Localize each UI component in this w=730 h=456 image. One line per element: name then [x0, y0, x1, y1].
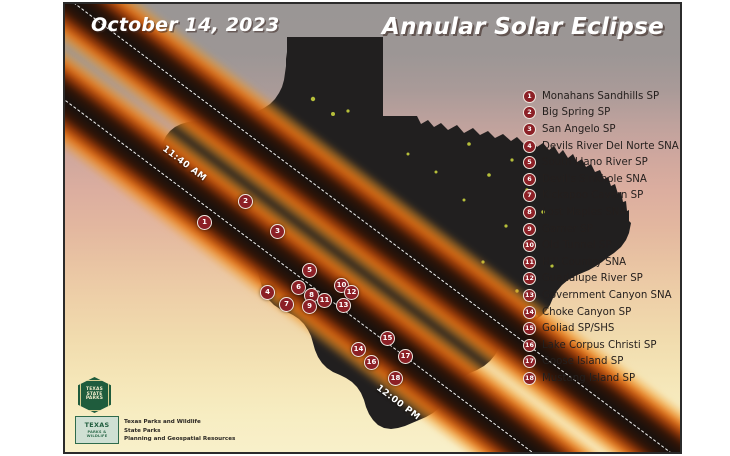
map-marker[interactable]: 18 [388, 371, 403, 386]
legend-item[interactable]: 14 Choke Canyon SP [523, 304, 680, 321]
legend-marker: 11 [523, 255, 536, 269]
map-marker[interactable]: 15 [380, 331, 395, 346]
legend-marker: 9 [523, 222, 536, 236]
map-marker[interactable]: 17 [398, 349, 413, 364]
legend-marker: 5 [523, 156, 536, 170]
legend-item[interactable]: 2 Big Spring SP [523, 105, 680, 122]
map-marker[interactable]: 13 [336, 298, 351, 313]
legend-item[interactable]: 10 Old Tunnel SP [523, 237, 680, 254]
hex-logo-line-3: PARKS [85, 396, 104, 402]
legend-item[interactable]: 13 Government Canyon SNA [523, 287, 680, 304]
legend-item[interactable]: 3 San Angelo SP [523, 121, 680, 138]
legend-item[interactable]: 7 Kickapoo Cavern SP [523, 188, 680, 205]
map-marker[interactable]: 12 [344, 285, 359, 300]
texas-state-parks-logo: TEXAS STATE PARKS [78, 377, 111, 413]
legend-marker: 4 [523, 139, 536, 153]
legend-label: Old Tunnel SP [542, 240, 612, 252]
legend-marker: 14 [523, 305, 536, 319]
legend-label: San Angelo SP [542, 123, 616, 135]
legend-item[interactable]: 15 Goliad SP/SHS [523, 320, 680, 337]
map-marker[interactable]: 2 [238, 194, 253, 209]
legend-item[interactable]: 8 Lost Maples SNA [523, 204, 680, 221]
legend-label: Lake Corpus Christi SP [542, 339, 657, 351]
legend-marker: 13 [523, 288, 536, 302]
credit-line-3: Planning and Geospatial Resources [124, 436, 236, 443]
legend-item[interactable]: 5 South Llano River SP [523, 154, 680, 171]
legend-item[interactable]: 12 Guadalupe River SP [523, 271, 680, 288]
legend-item[interactable]: 6 Devil's Sinkhole SNA [523, 171, 680, 188]
legend-item[interactable]: 9 Garner SP [523, 221, 680, 238]
legend-item[interactable]: 1 Monahans Sandhills SP [523, 88, 680, 105]
legend-marker: 17 [523, 355, 536, 369]
legend-label: Goose Island SP [542, 356, 624, 368]
park-legend-list: 1 Monahans Sandhills SP 2 Big Spring SP … [523, 88, 680, 387]
legend-label: Devils River Del Norte SNA [542, 140, 679, 152]
map-marker[interactable]: 16 [364, 355, 379, 370]
map-marker[interactable]: 5 [302, 263, 317, 278]
legend-marker: 16 [523, 338, 536, 352]
legend-label: Mustang Island SP [542, 372, 636, 384]
credit-line-2: State Parks [124, 427, 161, 434]
legend-item[interactable]: 4 Devils River Del Norte SNA [523, 138, 680, 155]
tpw-logo-line-1: TEXAS [84, 421, 110, 430]
credit-text: Texas Parks and Wildlife State Parks Pla… [124, 418, 235, 444]
map-marker[interactable]: 3 [270, 224, 285, 239]
legend-marker: 1 [523, 89, 536, 103]
legend-label: Guadalupe River SP [542, 273, 643, 285]
legend-label: Choke Canyon SP [542, 306, 632, 318]
legend-item[interactable]: 18 Mustang Island SP [523, 370, 680, 387]
map-marker[interactable]: 7 [279, 297, 294, 312]
legend-label: Lost Maples SNA [542, 206, 627, 218]
legend-marker: 3 [523, 122, 536, 136]
credit-line-1: Texas Parks and Wildlife [124, 419, 201, 426]
map-marker[interactable]: 6 [291, 280, 306, 295]
legend-marker: 18 [523, 371, 536, 385]
legend-label: Garner SP [542, 223, 593, 235]
legend-marker: 10 [523, 239, 536, 253]
legend-marker: 15 [523, 322, 536, 336]
legend-marker: 12 [523, 272, 536, 286]
tpw-logo-line-2: PARKS & [87, 429, 107, 434]
texas-parks-wildlife-logo: TEXAS PARKS & WILDLIFE [75, 416, 119, 444]
legend-label: Devil's Sinkhole SNA [542, 173, 647, 185]
tpw-logo-line-3: WILDLIFE [86, 433, 108, 438]
legend-label: Big Spring SP [542, 107, 611, 119]
hex-logo-line-2: STATE [86, 391, 103, 397]
hex-logo-line-1: TEXAS [86, 387, 103, 393]
legend-label: South Llano River SP [542, 157, 648, 169]
legend-label: Hill Country SNA [542, 256, 627, 268]
map-marker[interactable]: 11 [317, 293, 332, 308]
legend-label: Government Canyon SNA [542, 289, 672, 301]
legend-label: Kickapoo Cavern SP [542, 190, 644, 202]
legend-item[interactable]: 17 Goose Island SP [523, 354, 680, 371]
page-title-date: October 14, 2023 [91, 14, 280, 36]
map-marker[interactable]: 4 [260, 285, 275, 300]
page-title-main: Annular Solar Eclipse [382, 14, 664, 40]
legend-label: Monahans Sandhills SP [542, 90, 660, 102]
map-marker[interactable]: 1 [197, 215, 212, 230]
eclipse-poster: 11:40 AM 12:00 PM October 14, 2023 Annul… [63, 2, 682, 454]
legend-marker: 2 [523, 106, 536, 120]
legend-item[interactable]: 11 Hill Country SNA [523, 254, 680, 271]
legend-marker: 6 [523, 172, 536, 186]
legend-marker: 7 [523, 189, 536, 203]
legend-marker: 8 [523, 205, 536, 219]
branding-block: TEXAS STATE PARKS TEXAS PARKS & WILDLIFE… [75, 377, 235, 444]
legend-label: Goliad SP/SHS [542, 323, 615, 335]
legend-item[interactable]: 16 Lake Corpus Christi SP [523, 337, 680, 354]
map-marker[interactable]: 9 [302, 299, 317, 314]
map-marker[interactable]: 14 [351, 342, 366, 357]
